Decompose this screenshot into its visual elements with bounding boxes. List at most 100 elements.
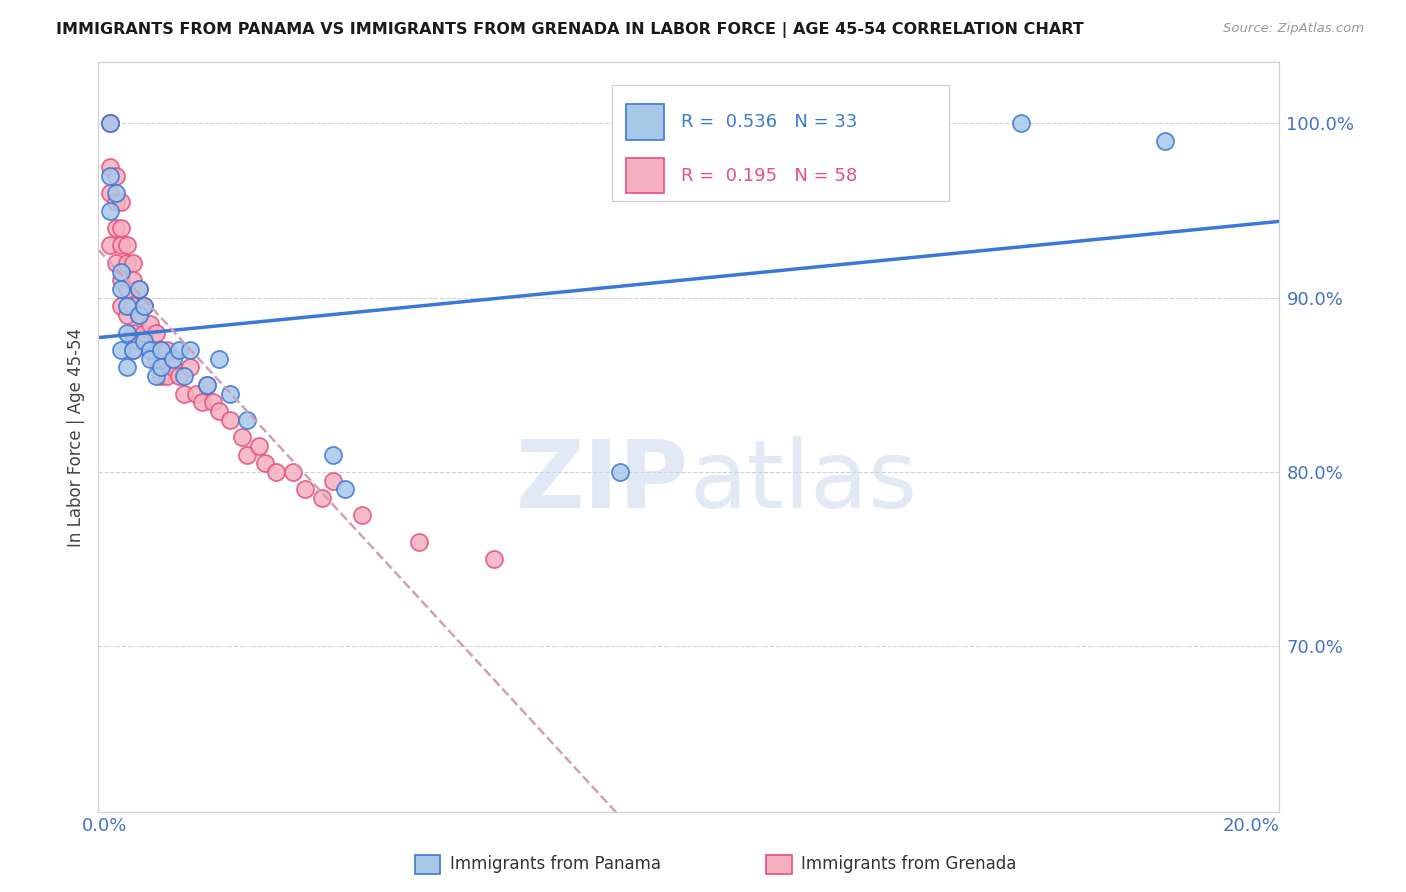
Point xyxy=(104,256,127,270)
Point xyxy=(110,221,132,235)
Point xyxy=(98,186,121,201)
Point xyxy=(202,395,225,409)
Point xyxy=(609,465,631,479)
Bar xyxy=(626,158,664,194)
Point xyxy=(145,326,167,340)
Point xyxy=(98,116,121,130)
Point xyxy=(150,343,173,357)
Point xyxy=(104,186,127,201)
Point xyxy=(98,169,121,183)
Point xyxy=(128,334,150,349)
Point xyxy=(195,377,218,392)
Text: R =  0.536   N = 33: R = 0.536 N = 33 xyxy=(681,113,858,131)
Point xyxy=(110,282,132,296)
Point xyxy=(121,343,143,357)
Point xyxy=(115,360,138,375)
Point xyxy=(115,326,138,340)
Point xyxy=(322,474,344,488)
Point xyxy=(208,351,231,366)
Point xyxy=(167,369,190,384)
Point xyxy=(104,221,127,235)
Text: Source: ZipAtlas.com: Source: ZipAtlas.com xyxy=(1223,22,1364,36)
Point xyxy=(150,360,173,375)
Point xyxy=(294,483,316,497)
Point xyxy=(173,369,195,384)
Point xyxy=(231,430,253,444)
Point xyxy=(128,308,150,322)
Point xyxy=(283,465,305,479)
Point xyxy=(115,308,138,322)
Point xyxy=(110,194,132,209)
FancyBboxPatch shape xyxy=(612,85,949,201)
Point xyxy=(134,299,156,313)
Point xyxy=(134,326,156,340)
Point xyxy=(115,256,138,270)
Point xyxy=(115,282,138,296)
Point xyxy=(98,238,121,252)
Point xyxy=(104,194,127,209)
Point xyxy=(134,334,156,349)
Point xyxy=(139,317,162,331)
Point xyxy=(145,369,167,384)
Point xyxy=(115,238,138,252)
Point xyxy=(184,386,207,401)
Point xyxy=(322,448,344,462)
Point xyxy=(110,343,132,357)
Point xyxy=(121,256,143,270)
Point xyxy=(121,343,143,357)
Point xyxy=(236,448,259,462)
Point xyxy=(208,404,231,418)
Point xyxy=(150,343,173,357)
Text: IMMIGRANTS FROM PANAMA VS IMMIGRANTS FROM GRENADA IN LABOR FORCE | AGE 45-54 COR: IMMIGRANTS FROM PANAMA VS IMMIGRANTS FRO… xyxy=(56,22,1084,38)
Point xyxy=(139,343,162,357)
Point xyxy=(247,439,270,453)
Point xyxy=(179,343,201,357)
Point xyxy=(1153,134,1175,148)
Point xyxy=(121,326,143,340)
Point xyxy=(156,369,179,384)
Point xyxy=(134,299,156,313)
Point xyxy=(115,299,138,313)
Point xyxy=(408,534,430,549)
Point xyxy=(98,116,121,130)
Point xyxy=(219,412,242,426)
Point xyxy=(121,299,143,313)
Point xyxy=(190,395,212,409)
Point xyxy=(145,351,167,366)
Point xyxy=(333,483,356,497)
Point xyxy=(128,308,150,322)
Text: Immigrants from Grenada: Immigrants from Grenada xyxy=(801,855,1017,873)
Text: ZIP: ZIP xyxy=(516,436,689,528)
Point xyxy=(110,299,132,313)
Point xyxy=(179,360,201,375)
Point xyxy=(352,508,374,523)
Point xyxy=(311,491,333,505)
Point xyxy=(139,351,162,366)
Point xyxy=(128,282,150,296)
Point xyxy=(173,386,195,401)
Point xyxy=(264,465,287,479)
Point xyxy=(156,343,179,357)
Point xyxy=(236,412,259,426)
Point xyxy=(121,273,143,287)
Point xyxy=(104,169,127,183)
Point xyxy=(150,369,173,384)
Point xyxy=(98,160,121,174)
Point xyxy=(195,377,218,392)
Point xyxy=(110,264,132,278)
Point xyxy=(219,386,242,401)
Bar xyxy=(626,104,664,140)
Point xyxy=(253,456,276,470)
Point xyxy=(139,343,162,357)
Text: R =  0.195   N = 58: R = 0.195 N = 58 xyxy=(681,167,856,185)
Point xyxy=(98,116,121,130)
Point xyxy=(110,238,132,252)
Point xyxy=(1011,116,1033,130)
Point xyxy=(482,552,505,566)
Point xyxy=(162,360,184,375)
Point xyxy=(167,343,190,357)
Point xyxy=(98,203,121,218)
Point xyxy=(162,351,184,366)
Text: atlas: atlas xyxy=(689,436,917,528)
Y-axis label: In Labor Force | Age 45-54: In Labor Force | Age 45-54 xyxy=(67,327,86,547)
